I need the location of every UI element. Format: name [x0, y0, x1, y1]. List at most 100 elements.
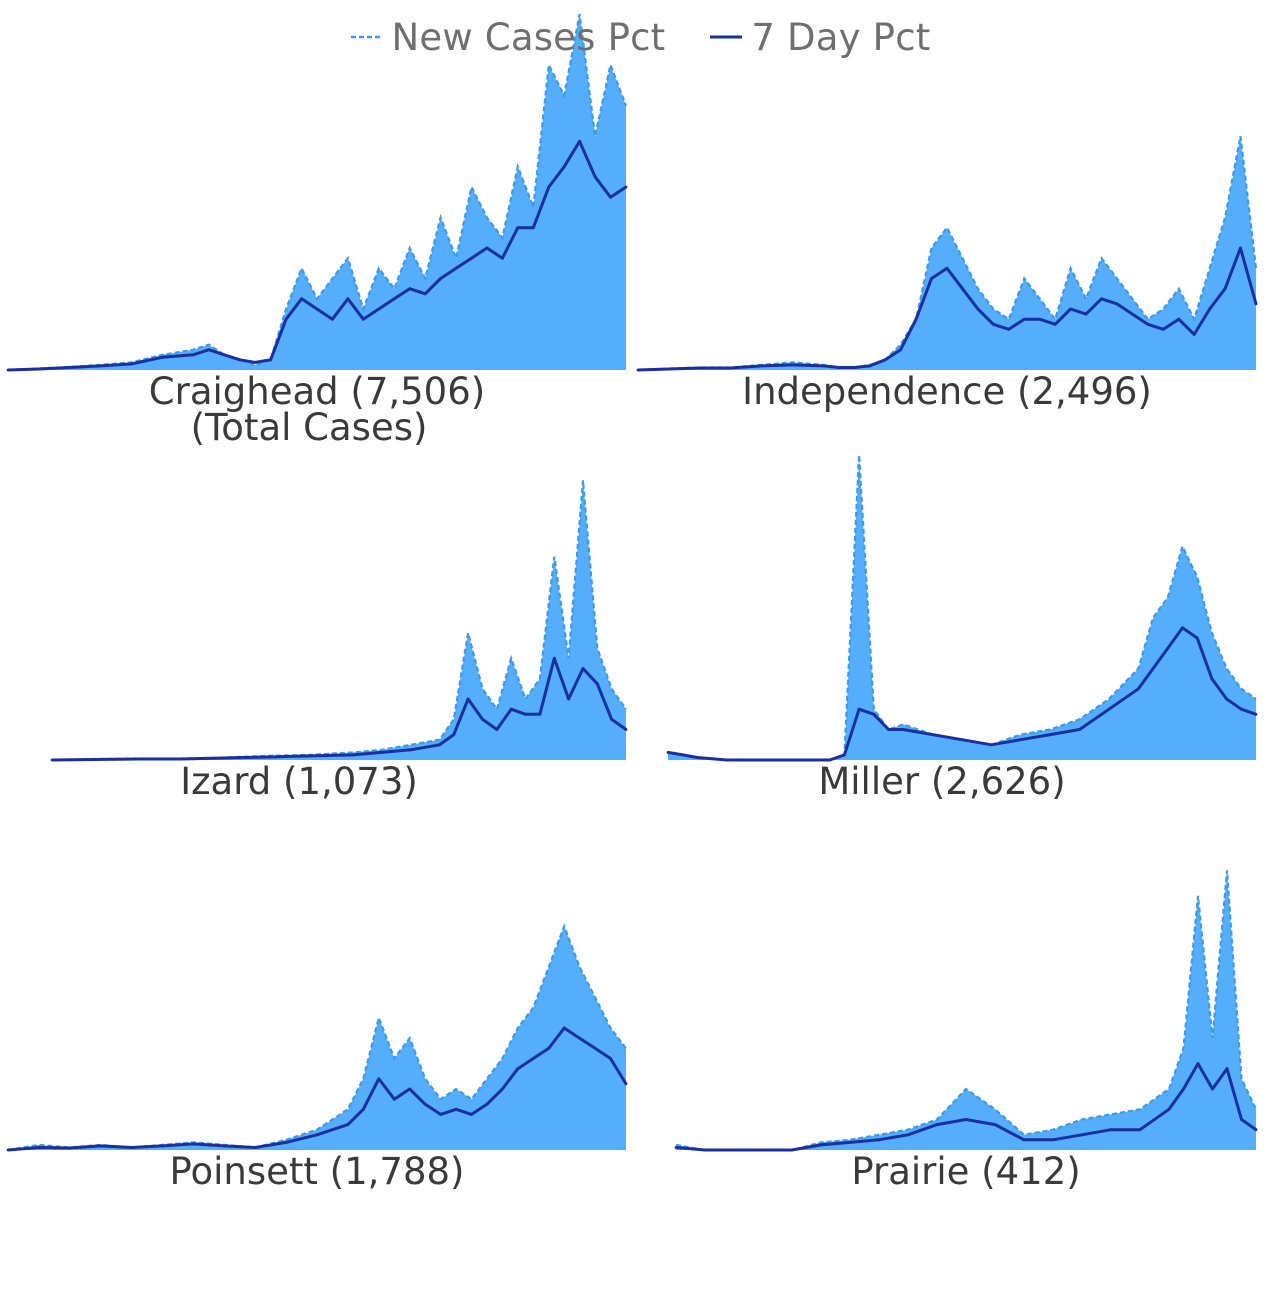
seven-day-point [868, 364, 872, 368]
seven-day-point [253, 1146, 257, 1149]
seven-day-point [1019, 738, 1023, 742]
seven-day-line [51, 656, 627, 762]
seven-day-point [595, 682, 599, 686]
new-cases-line [675, 870, 1257, 1152]
seven-day-point [1239, 246, 1242, 250]
seven-day-point [439, 1113, 442, 1116]
seven-day-point [68, 366, 72, 369]
seven-day-point [207, 348, 211, 352]
seven-day-point [610, 717, 613, 721]
seven-day-point [760, 364, 763, 368]
seven-day-point [1240, 1118, 1243, 1121]
panel-independence: Independence (2,496) [636, 135, 1258, 413]
seven-day-point [1182, 1087, 1185, 1091]
seven-day-point [1239, 707, 1243, 711]
seven-day-point [791, 363, 794, 367]
seven-day-point [516, 226, 520, 230]
seven-day-point [392, 297, 396, 301]
seven-day-point [609, 195, 612, 199]
seven-day-point [501, 1087, 504, 1091]
seven-day-point [547, 1046, 551, 1050]
seven-day-point [192, 1142, 195, 1146]
seven-day-point [470, 1113, 473, 1116]
seven-day-point [438, 743, 441, 747]
seven-day-point [729, 366, 733, 370]
seven-day-point [99, 364, 103, 368]
seven-day-line [675, 1062, 1257, 1152]
seven-day-point [485, 246, 489, 250]
seven-day-point [361, 317, 365, 321]
seven-day-point [346, 297, 350, 301]
seven-day-point [99, 1144, 103, 1148]
seven-day-point [883, 358, 887, 362]
seven-day-point [222, 353, 226, 357]
legend-label-seven-day: 7 Day Pct [751, 15, 931, 59]
seven-day-point [872, 712, 876, 716]
seven-day-point [899, 348, 902, 352]
seven-day-point [130, 362, 134, 366]
seven-day-point [931, 733, 934, 736]
seven-day-point [524, 712, 527, 716]
seven-day-point [93, 758, 97, 761]
seven-day-point [346, 1123, 350, 1126]
seven-day-point [822, 364, 825, 368]
seven-day-point [1080, 1133, 1084, 1137]
seven-day-point [452, 733, 456, 736]
panel-prairie: Prairie (412) [674, 870, 1258, 1193]
seven-day-point [37, 367, 41, 371]
seven-day-point [990, 743, 993, 747]
seven-day-point [877, 1138, 881, 1142]
seven-day-point [315, 1133, 319, 1137]
seven-day-point [454, 1107, 458, 1111]
seven-day-point [991, 322, 995, 326]
seven-day-point [578, 139, 581, 143]
seven-day-point [222, 1144, 226, 1148]
seven-day-point [485, 1102, 489, 1106]
legend-label-new-cases: New Cases Pct [391, 15, 666, 59]
panel-subtitle: (Total Cases) [191, 406, 428, 449]
seven-day-point [269, 358, 272, 362]
seven-day-point [284, 317, 288, 321]
seven-day-point [547, 185, 551, 189]
seven-day-point [1038, 317, 1042, 321]
new-cases-area [668, 455, 1256, 760]
legend: New Cases Pct 7 Day Pct [0, 14, 1280, 60]
seven-day-point [192, 353, 195, 357]
seven-day-point [562, 165, 566, 169]
seven-day-point [790, 1148, 794, 1152]
seven-day-point [1166, 646, 1170, 650]
seven-day-point [901, 728, 905, 731]
seven-day-point [439, 277, 442, 280]
seven-day-point [481, 717, 484, 721]
seven-day-point [674, 1146, 678, 1149]
seven-day-point [161, 1144, 164, 1148]
seven-day-point [1137, 687, 1140, 691]
seven-day-point [1254, 1128, 1258, 1132]
seven-day-point [136, 757, 140, 761]
seven-day-point [1254, 302, 1258, 306]
seven-day-point [161, 355, 164, 359]
solid-line-icon [710, 35, 743, 39]
seven-day-point [1131, 312, 1134, 316]
seven-day-point [531, 226, 535, 230]
seven-day-point [828, 758, 832, 762]
seven-day-point [667, 367, 671, 371]
seven-day-point [1022, 317, 1026, 321]
seven-day-point [377, 1077, 381, 1081]
seven-day-point [495, 728, 499, 731]
seven-day-point [852, 366, 856, 369]
seven-day-point [1196, 1062, 1200, 1065]
seven-day-point [843, 753, 846, 757]
panel-poinsett: Poinsett (1,788) [6, 923, 628, 1193]
seven-day-point [1161, 327, 1165, 331]
new-cases-line [51, 480, 627, 762]
seven-day-point [253, 361, 257, 364]
seven-day-point [1078, 728, 1081, 731]
seven-day-point [238, 358, 242, 362]
seven-day-point [1177, 317, 1181, 321]
seven-day-point [636, 368, 640, 372]
new-cases-line [637, 135, 1258, 372]
new-cases-line [7, 13, 628, 372]
new-cases-area [8, 926, 626, 1150]
